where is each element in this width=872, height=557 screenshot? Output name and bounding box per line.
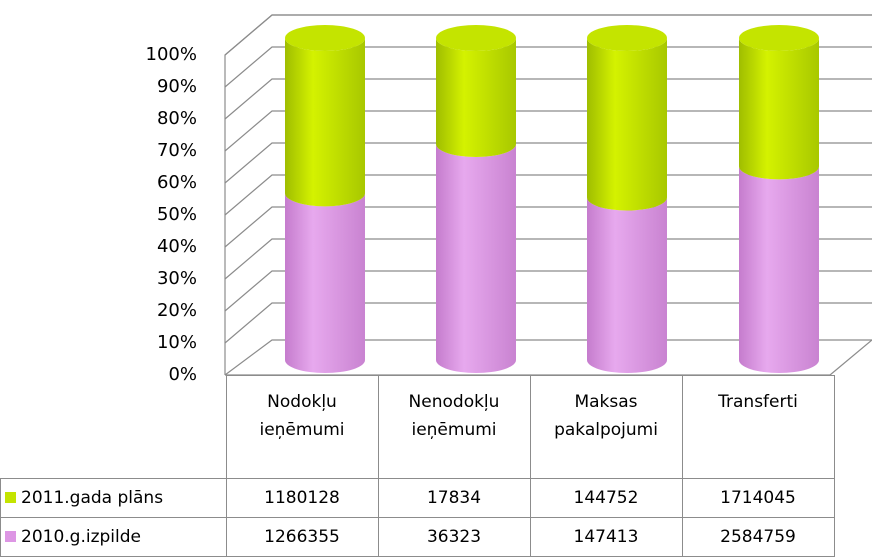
header-row: Nodokļu ieņēmumi Nenodokļu ieņēmumi Maksas… (1, 375, 835, 479)
series-row: 2011.gada plāns 1180128 17834 144752 1714045 (0, 478, 835, 518)
category-label: Nodokļu ieņēmumi (225, 375, 379, 479)
grid-line (224, 174, 872, 216)
category-label: Maksas pakalpojumi (529, 375, 683, 479)
category-label: Transferti (681, 375, 835, 479)
grid-line (224, 14, 872, 56)
y-tick-label: 90% (157, 76, 197, 97)
legend-label: 2010.g.izpilde (21, 527, 141, 547)
grid-line (224, 78, 872, 120)
grid-line (224, 110, 872, 152)
cylinder-top (587, 25, 667, 51)
value-cell: 1180128 (225, 478, 379, 518)
y-tick-label: 100% (146, 44, 197, 65)
y-tick-label: 0% (168, 364, 197, 385)
cylinder-top (285, 25, 365, 51)
y-tick-label: 40% (157, 236, 197, 257)
y-tick-label: 60% (157, 172, 197, 193)
data-table: Nodokļu ieņēmumi Nenodokļu ieņēmumi Maksas… (0, 375, 835, 557)
legend-cell: 2011.gada plāns (0, 478, 227, 518)
cylinder-segment (739, 38, 819, 180)
legend-cell: 2010.g.izpilde (0, 517, 227, 557)
value-cell: 36323 (377, 517, 531, 557)
y-tick-label: 30% (157, 268, 197, 289)
legend-swatch (5, 492, 16, 503)
grid-line (224, 302, 872, 344)
value-cell: 2584759 (681, 517, 835, 557)
grid-line (224, 270, 872, 312)
y-tick-label: 50% (157, 204, 197, 225)
legend-swatch (5, 531, 16, 542)
value-cell: 1266355 (225, 517, 379, 557)
y-tick-label: 10% (157, 332, 197, 353)
cylinder-top (739, 25, 819, 51)
cylinder-segment (587, 38, 667, 211)
value-cell: 147413 (529, 517, 683, 557)
value-cell: 1714045 (681, 478, 835, 518)
cylinder-top (436, 25, 516, 51)
corner (1, 376, 227, 479)
y-tick-label: 80% (157, 108, 197, 129)
legend-label: 2011.gada plāns (21, 488, 164, 508)
cylinder-segment (739, 166, 819, 373)
cylinder-segment (436, 144, 516, 373)
category-label: Nenodokļu ieņēmumi (377, 375, 531, 479)
value-cell: 17834 (377, 478, 531, 518)
cylinder-segment (285, 38, 365, 207)
cylinder-segment (436, 38, 516, 158)
cylinder-segment (587, 197, 667, 373)
y-tick-label: 20% (157, 300, 197, 321)
y-tick-label: 70% (157, 140, 197, 161)
grid-line (224, 46, 872, 88)
series-row: 2010.g.izpilde 1266355 36323 147413 2584759 (0, 517, 835, 557)
grid-line (224, 206, 872, 248)
grid-line (224, 238, 872, 280)
value-cell: 144752 (529, 478, 683, 518)
grid-line (224, 142, 872, 184)
cylinder-segment (285, 193, 365, 373)
